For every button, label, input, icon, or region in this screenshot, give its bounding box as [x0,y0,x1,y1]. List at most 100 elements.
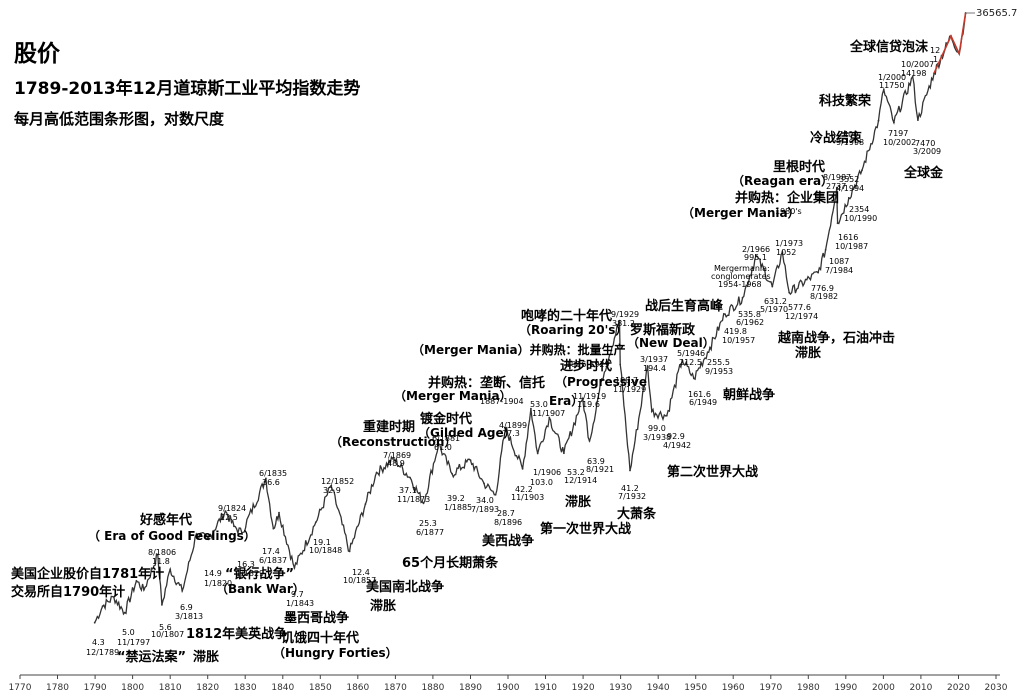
data-point [181,590,184,592]
value-annotation: 5/1946 [677,349,705,358]
data-point [169,568,172,571]
data-point [143,589,145,591]
value-annotation: 535.8 [738,310,761,319]
series-layer: 36565.73 [93,8,1017,624]
value-annotation: 1/1973 [775,239,803,248]
value-annotation: 61.0 [434,443,452,452]
value-annotation: 381.2 [612,319,635,328]
value-annotation: 92.9 [667,432,685,441]
x-tick-label: 1820 [196,683,219,693]
data-point [771,285,774,288]
value-annotation: 1980's [775,207,802,216]
data-point [588,440,591,442]
value-annotation: 7/1893 [471,505,499,514]
event-annotation: 65个月长期萧条 [402,555,499,571]
value-annotation: 7197 [888,129,908,138]
value-annotation: 11/1873 [397,495,430,504]
data-point [646,365,649,367]
value-annotation: 53.2 [567,468,585,477]
value-annotation: 1/1843 [286,599,314,608]
value-annotation: 11750 [879,81,904,90]
value-annotation: 5/1970 [760,305,788,314]
event-annotation: 第二次世界大战 [667,464,758,480]
event-annotation: 美国企业股价自1781年计 [11,566,164,582]
event-annotation: 罗斯福新政 [630,322,696,338]
value-annotation: 77.3 [502,429,520,438]
data-point [692,377,695,380]
event-annotation: （Merger Mania） [394,388,512,403]
x-tick-label: 1800 [121,683,144,693]
data-point [93,621,96,624]
value-annotation: 4/1994 [836,184,864,193]
x-tick-label: 1830 [234,683,257,693]
value-annotation: 6/1949 [689,398,717,407]
data-point [272,527,275,530]
value-annotation: Mergermania: [714,264,770,273]
data-point [530,407,532,410]
data-point [330,484,333,487]
value-annotation: 10/1857 [343,576,376,585]
data-point [393,458,395,460]
value-annotation: 9/1929 [611,310,639,319]
event-annotation: （Bank War） [216,581,305,596]
chart-subtitle: 每月高低范围条形图，对数尺度 [14,110,225,128]
event-annotation: （Gilded Age） [418,425,516,440]
data-point [123,611,126,614]
data-point [548,416,551,419]
event-annotation: 滞胀 [193,649,219,665]
event-annotation: （ Era of Good Feelings） [88,528,256,543]
data-point [314,521,317,524]
data-point [437,443,440,445]
data-point [781,251,784,254]
event-annotation: 饥饿四十年代 [281,630,359,646]
value-annotation: 6/1837 [259,556,287,565]
value-annotation: 12/1974 [785,312,818,321]
data-point [156,553,159,556]
x-tick-label: 1900 [497,683,520,693]
data-point [835,186,838,189]
data-point [836,222,839,225]
value-annotation: 119.6 [577,400,600,409]
value-annotation: 28.7 [497,509,515,518]
data-point [877,119,880,122]
value-annotation: 8/1806 [148,548,176,557]
event-annotation: （New Deal） [627,335,715,350]
value-annotation: 3/2009 [913,147,941,156]
x-tick-label: 1860 [346,683,369,693]
recent-series-line [933,12,967,74]
event-annotation: （Roaring 20's） [519,322,627,337]
value-annotation: 12 [930,46,940,55]
value-annotation: 12/1914 [564,476,597,485]
value-annotation: 53.0 [530,400,548,409]
value-annotation: 36.6 [262,478,280,487]
value-annotation: 198.7 [615,376,638,385]
event-annotation: （Merger Mania）并购热：批量生产 [412,342,626,357]
event-annotation: 全球金 [903,165,944,181]
x-tick-label: 1910 [534,683,557,693]
value-annotation: 7470 [915,139,935,148]
data-point [581,397,584,400]
event-annotation: 咆哮的二十年代 [521,308,612,324]
data-point [494,493,497,496]
value-annotation: 4/1899 [499,421,527,430]
data-point [911,75,914,78]
data-point [364,503,367,505]
value-annotation: 5.6 [159,623,172,632]
value-annotation: 1/2000 [878,73,906,82]
event-annotation: 科技繁荣 [819,93,872,109]
event-annotation: （Reagan era） [732,173,833,188]
value-annotation: 42.2 [515,485,533,494]
value-annotation: 255.5 [707,358,730,367]
data-point [422,502,425,505]
value-annotation: 12/1789 [86,648,119,657]
data-point [882,88,885,91]
x-tick-label: 2000 [872,683,895,693]
value-annotation: conglomerates [711,272,771,281]
value-annotation: 11/1797 [117,638,150,647]
value-annotation: 1616 [838,233,858,242]
value-annotation: 776.9 [811,284,834,293]
value-annotation: 16.3 [237,560,255,569]
value-annotation: 6/1962 [736,318,764,327]
